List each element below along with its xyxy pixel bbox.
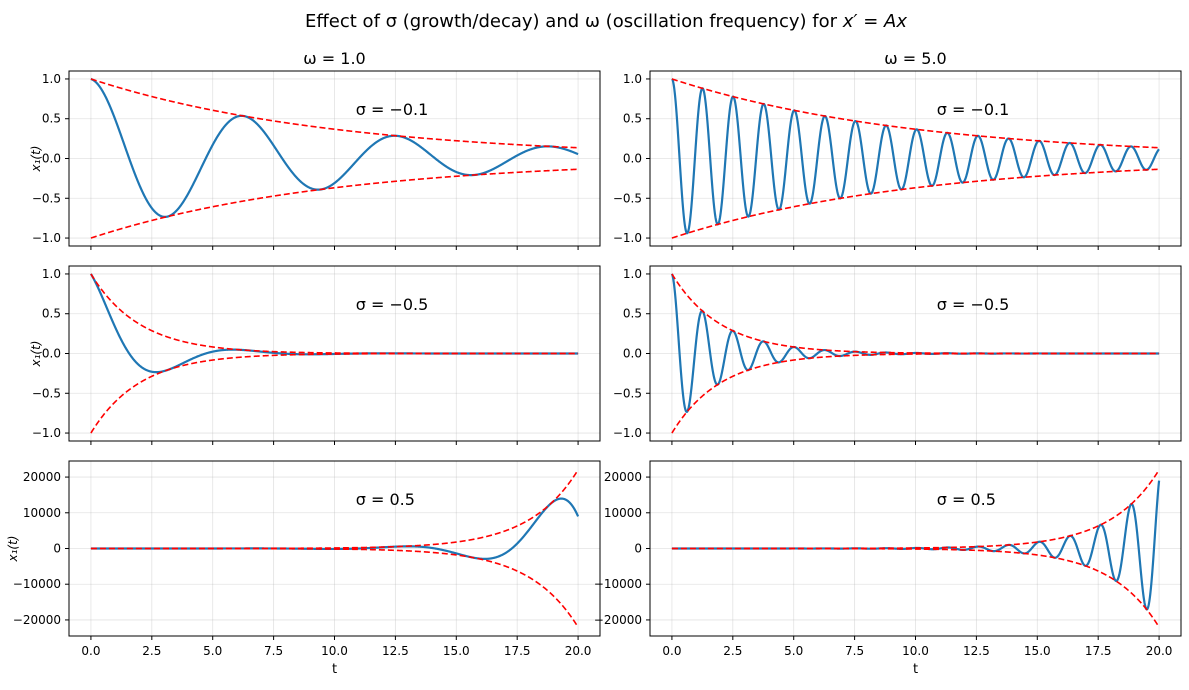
chart-panel-3: −1.0 −0.5 0.0 0.5 1.0 σ = −0.5 [613, 265, 1182, 445]
x-tick-label: 0.0 [662, 644, 681, 658]
chart-panel-0: −1.0 −0.5 0.0 0.5 1.0 ω = 1.0 σ = −0.1 x₁(t) [29, 49, 601, 250]
x-axis-label: t [332, 662, 337, 677]
y-axis-label: x₁(t) [29, 341, 43, 368]
sigma-annotation: σ = −0.5 [356, 295, 429, 314]
x-tick-label: 15.0 [443, 644, 470, 658]
x-tick-label: 17.5 [504, 644, 531, 658]
lower-envelope-line [671, 352, 1160, 434]
y-tick-label: −1.0 [613, 231, 642, 245]
x-tick-label: 12.5 [382, 644, 409, 658]
lower-envelope-line [90, 352, 579, 434]
curves-group [90, 469, 580, 628]
y-tick-label: 20000 [23, 470, 61, 484]
curves-group [89, 273, 579, 434]
y-tick-label: 0.5 [42, 307, 61, 321]
y-tick-label: −0.5 [32, 386, 61, 400]
y-tick-label: 1.0 [42, 267, 61, 281]
y-tick-label: 0.0 [42, 152, 61, 166]
x-tick-label: 2.5 [142, 644, 161, 658]
y-tick-label: 0.0 [623, 152, 642, 166]
y-tick-label: −1.0 [32, 426, 61, 440]
sigma-annotation: σ = −0.5 [937, 295, 1010, 314]
x-tick-label: 20.0 [565, 644, 592, 658]
x-tick-label: 7.5 [264, 644, 283, 658]
y-tick-label: 0.0 [623, 347, 642, 361]
lower-envelope-line [90, 547, 579, 628]
y-tick-label: −10000 [13, 577, 61, 591]
curves-group [671, 78, 1160, 239]
sigma-annotation: σ = 0.5 [356, 490, 415, 509]
upper-envelope-line [90, 78, 579, 149]
x-tick-label: 2.5 [723, 644, 742, 658]
x-tick-label: 0.0 [81, 644, 100, 658]
y-tick-label: 10000 [604, 506, 642, 520]
chart-panel-4: 0.0 2.5 5.0 7.5 10.0 12.5 15.0 17.5 20.0 −20000 −1… [6, 460, 601, 677]
y-tick-label: 0.5 [42, 112, 61, 126]
x-tick-label: 12.5 [963, 644, 990, 658]
y-tick-label: −20000 [13, 613, 61, 627]
x-tick-label: 17.5 [1085, 644, 1112, 658]
x-tick-label: 20.0 [1146, 644, 1173, 658]
sigma-annotation: σ = −0.1 [937, 100, 1010, 119]
panel-title: ω = 1.0 [303, 49, 365, 68]
x-tick-label: 7.5 [845, 644, 864, 658]
y-tick-label: 0 [634, 542, 642, 556]
y-tick-label: 1.0 [623, 267, 642, 281]
y-axis-label: x₁(t) [29, 146, 43, 173]
x1-signal-line [671, 78, 1160, 235]
x-tick-label: 5.0 [784, 644, 803, 658]
upper-envelope-line [671, 78, 1160, 149]
y-tick-label: −10000 [594, 577, 642, 591]
chart-panel-5: 0.0 2.5 5.0 7.5 10.0 12.5 15.0 17.5 20.0 −20000 −1… [594, 460, 1182, 677]
curves-group [671, 469, 1161, 628]
curves-group [90, 77, 579, 239]
sigma-annotation: σ = −0.1 [356, 100, 429, 119]
y-tick-label: 0.5 [623, 307, 642, 321]
figure-title: Effect of σ (growth/decay) and ω (oscill… [305, 11, 907, 32]
y-tick-label: −0.5 [613, 191, 642, 205]
lower-envelope-line [671, 547, 1160, 628]
y-tick-label: 1.0 [623, 72, 642, 86]
y-tick-label: 0.0 [42, 347, 61, 361]
lower-envelope-line [90, 168, 579, 239]
x-tick-label: 5.0 [203, 644, 222, 658]
y-axis-label: x₁(t) [6, 536, 20, 563]
y-tick-label: 10000 [23, 506, 61, 520]
curves-group [670, 273, 1160, 434]
x-tick-label: 15.0 [1024, 644, 1051, 658]
panel-title: ω = 5.0 [884, 49, 946, 68]
y-tick-label: −0.5 [613, 386, 642, 400]
y-tick-label: 0 [53, 542, 61, 556]
x-tick-label: 10.0 [321, 644, 348, 658]
x1-signal-line [90, 77, 579, 218]
y-tick-label: 20000 [604, 470, 642, 484]
chart-panel-2: −1.0 −0.5 0.0 0.5 1.0 σ = −0.5 x₁(t) [29, 265, 601, 445]
lower-envelope-line [671, 168, 1160, 239]
x-tick-label: 10.0 [902, 644, 929, 658]
y-tick-label: −20000 [594, 613, 642, 627]
y-tick-label: −1.0 [32, 231, 61, 245]
sigma-annotation: σ = 0.5 [937, 490, 996, 509]
y-tick-label: −1.0 [613, 426, 642, 440]
y-tick-label: −0.5 [32, 191, 61, 205]
x-axis-label: t [913, 662, 918, 677]
chart-panel-1: −1.0 −0.5 0.0 0.5 1.0 ω = 5.0 σ = −0.1 [613, 49, 1182, 250]
y-tick-label: 0.5 [623, 112, 642, 126]
y-tick-label: 1.0 [42, 72, 61, 86]
